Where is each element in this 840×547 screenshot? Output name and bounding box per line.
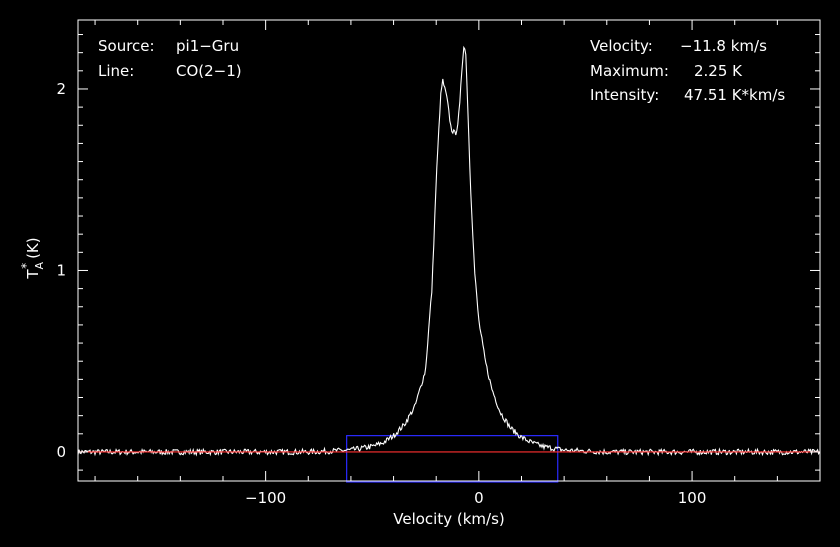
y-tick-label: 0 — [56, 443, 66, 461]
velocity-key: Velocity: — [590, 37, 653, 55]
line-value: CO(2−1) — [176, 62, 242, 80]
x-axis-label: Velocity (km/s) — [393, 510, 504, 528]
info-left: Source: pi1−Gru Line: CO(2−1) — [98, 37, 242, 80]
plot-frame — [77, 19, 821, 482]
maximum-key: Maximum: — [590, 62, 669, 80]
line-key: Line: — [98, 62, 134, 80]
intensity-key: Intensity: — [590, 86, 659, 104]
source-value: pi1−Gru — [176, 37, 239, 55]
x-tick-label: 0 — [474, 489, 484, 507]
y-axis-label-sub: A — [33, 261, 46, 269]
axis-ticks: −100 0 100 0 1 2 — [56, 20, 821, 507]
velocity-value: −11.8 km/s — [680, 37, 767, 55]
integration-window — [346, 435, 559, 483]
x-tick-label: 100 — [678, 489, 707, 507]
y-axis-label-main: T — [24, 269, 42, 280]
y-axis-label-sup: * — [19, 263, 33, 269]
plot-layer — [77, 45, 821, 483]
y-tick-label: 1 — [56, 261, 66, 279]
intensity-value: 47.51 K*km/s — [684, 86, 785, 104]
y-tick-label: 2 — [56, 80, 66, 98]
info-right: Velocity: −11.8 km/s Maximum: 2.25 K Int… — [590, 37, 785, 104]
y-axis-label-unit: (K) — [24, 237, 42, 259]
x-tick-label: −100 — [245, 489, 286, 507]
maximum-value: 2.25 K — [694, 62, 743, 80]
source-key: Source: — [98, 37, 155, 55]
y-axis-label: TA* (K) — [19, 237, 46, 279]
svg-text:TA*(K): TA* (K) — [19, 237, 46, 279]
